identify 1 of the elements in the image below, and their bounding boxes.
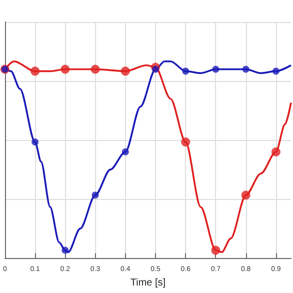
x-axis-title: Time [s] [130,278,166,288]
